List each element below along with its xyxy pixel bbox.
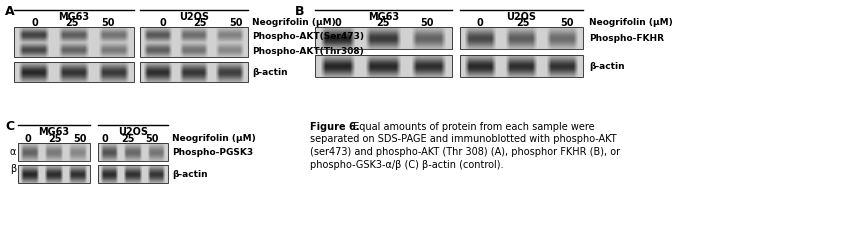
- Text: β-actin: β-actin: [589, 62, 625, 71]
- Text: 0: 0: [477, 18, 483, 28]
- Text: 50: 50: [229, 18, 243, 28]
- Text: 25: 25: [48, 133, 61, 143]
- Text: MG63: MG63: [368, 12, 399, 22]
- Text: 25: 25: [66, 18, 79, 28]
- Text: 50: 50: [420, 18, 434, 28]
- Bar: [140, 63, 248, 83]
- Text: C: C: [5, 119, 14, 132]
- Text: 50: 50: [101, 18, 115, 28]
- Text: Phospho-PGSK3: Phospho-PGSK3: [172, 147, 253, 156]
- Bar: [140, 28, 248, 58]
- Text: A: A: [5, 5, 15, 18]
- Text: β-actin: β-actin: [252, 68, 288, 77]
- Bar: [18, 143, 90, 161]
- Text: 0: 0: [160, 18, 167, 28]
- Text: Phospho-AKT(Ser473): Phospho-AKT(Ser473): [252, 32, 364, 41]
- Text: (ser473) and phospho-AKT (Thr 308) (A), phosphor FKHR (B), or: (ser473) and phospho-AKT (Thr 308) (A), …: [310, 146, 620, 156]
- Bar: [315, 28, 452, 50]
- Text: 50: 50: [73, 133, 86, 143]
- Text: Figure 6.: Figure 6.: [310, 122, 359, 131]
- Text: α: α: [10, 146, 16, 156]
- Text: 50: 50: [145, 133, 159, 143]
- Text: Phospho-AKT(Thr308): Phospho-AKT(Thr308): [252, 47, 364, 56]
- Text: 50: 50: [560, 18, 574, 28]
- Bar: [460, 28, 583, 50]
- Text: 0: 0: [25, 133, 31, 143]
- Text: B: B: [295, 5, 304, 18]
- Text: 25: 25: [517, 18, 530, 28]
- Bar: [315, 56, 452, 78]
- Text: 25: 25: [194, 18, 206, 28]
- Bar: [98, 143, 168, 161]
- Text: phospho-GSK3-α/β (C) β-actin (control).: phospho-GSK3-α/β (C) β-actin (control).: [310, 159, 504, 169]
- Text: 25: 25: [121, 133, 135, 143]
- Text: 25: 25: [376, 18, 390, 28]
- Text: 0: 0: [334, 18, 341, 28]
- Text: Equal amounts of protein from each sample were: Equal amounts of protein from each sampl…: [350, 122, 594, 131]
- Text: separated on SDS-PAGE and immunoblotted with phospho-AKT: separated on SDS-PAGE and immunoblotted …: [310, 134, 617, 144]
- Text: U2OS: U2OS: [506, 12, 537, 22]
- Text: 0: 0: [102, 133, 108, 143]
- Text: Neogrifolin (μM): Neogrifolin (μM): [172, 133, 256, 142]
- Text: β: β: [10, 163, 16, 173]
- Text: MG63: MG63: [59, 12, 90, 22]
- Text: 0: 0: [32, 18, 38, 28]
- Bar: [14, 63, 134, 83]
- Bar: [98, 165, 168, 183]
- Text: MG63: MG63: [38, 126, 70, 136]
- Bar: [14, 28, 134, 58]
- Text: U2OS: U2OS: [118, 126, 148, 136]
- Text: Neogrifolin (μM): Neogrifolin (μM): [589, 18, 673, 27]
- Bar: [460, 56, 583, 78]
- Text: U2OS: U2OS: [179, 12, 209, 22]
- Text: Neogrifolin (μM): Neogrifolin (μM): [252, 18, 336, 27]
- Text: β-actin: β-actin: [172, 169, 207, 178]
- Bar: [18, 165, 90, 183]
- Text: Phospho-FKHR: Phospho-FKHR: [589, 34, 664, 43]
